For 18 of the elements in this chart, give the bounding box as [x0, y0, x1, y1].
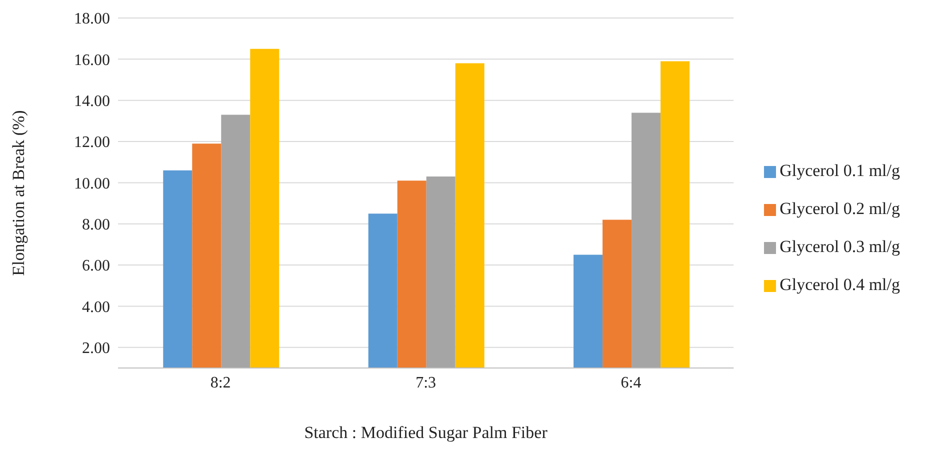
y-axis-title: Elongation at Break (%) [9, 110, 28, 276]
legend-label: Glycerol 0.3 ml/g [780, 237, 900, 256]
y-tick-label: 12.00 [74, 134, 110, 152]
y-tick-label: 18.00 [74, 10, 110, 28]
y-tick-label: 6.00 [82, 258, 110, 275]
legend-label: Glycerol 0.2 ml/g [780, 199, 900, 218]
x-axis-title: Starch : Modified Sugar Palm Fiber [304, 423, 548, 442]
y-tick-label: 8.00 [82, 216, 110, 234]
y-tick-label: 4.00 [82, 298, 110, 316]
x-tick-label: 8:2 [210, 374, 231, 392]
y-tick-label: 2.00 [82, 340, 110, 358]
legend-label: Glycerol 0.1 ml/g [780, 161, 900, 180]
x-tick-label: 6:4 [620, 374, 642, 392]
y-tick-label: 14.00 [74, 93, 110, 110]
y-tick-label: 10.00 [74, 175, 110, 192]
legend-label: Glycerol 0.4 ml/g [780, 275, 900, 294]
x-tick-label: 7:3 [416, 374, 436, 392]
y-tick-label: 16.00 [74, 52, 110, 69]
